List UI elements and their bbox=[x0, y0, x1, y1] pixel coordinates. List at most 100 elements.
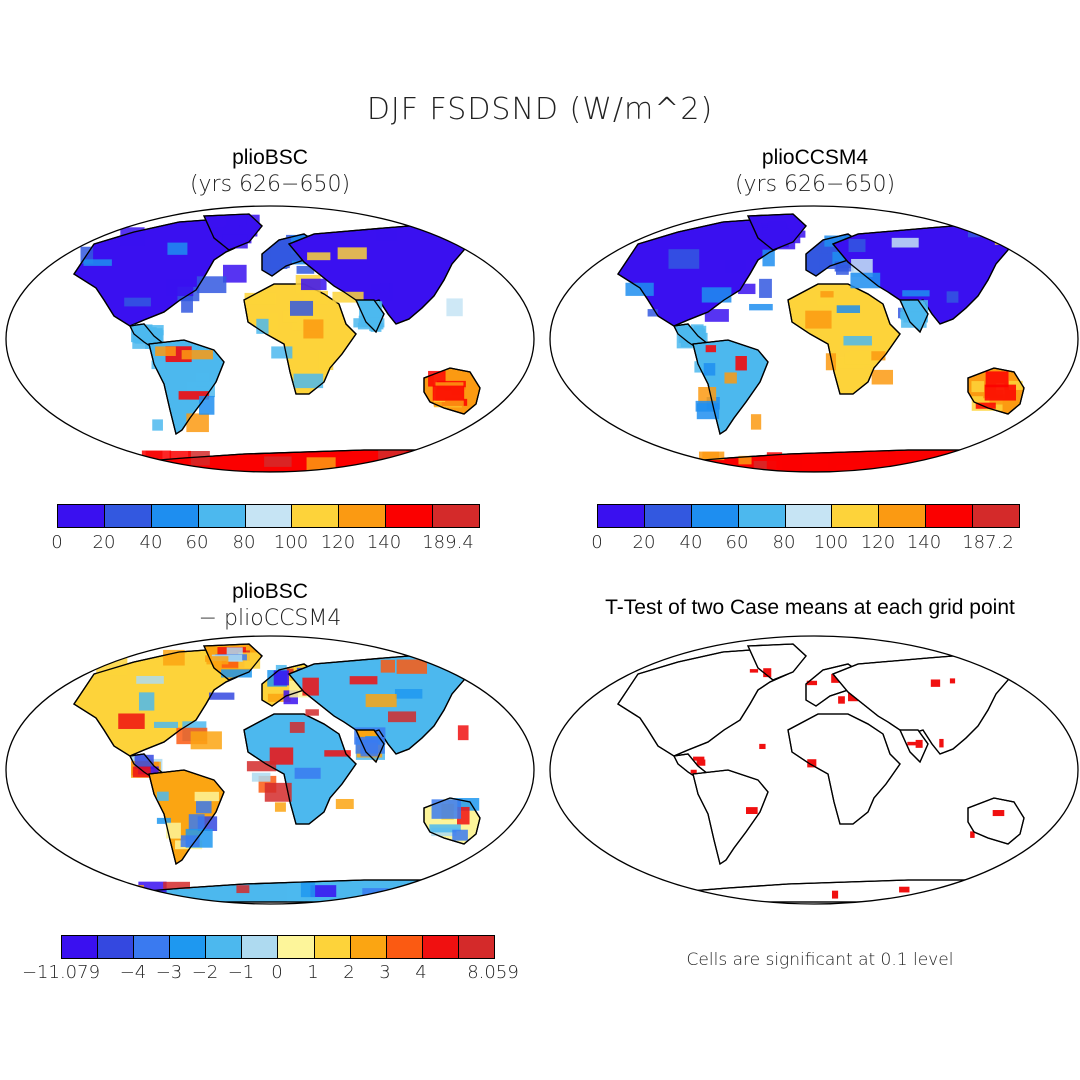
colorbar-difference-swatch bbox=[134, 936, 171, 958]
field-patch bbox=[120, 227, 145, 246]
colorbar-plioBSC-swatch bbox=[386, 505, 434, 527]
significant-cell bbox=[949, 678, 956, 684]
field-patch bbox=[759, 278, 772, 298]
field-patch bbox=[836, 305, 861, 313]
field-patch bbox=[274, 802, 286, 812]
field-patch bbox=[805, 310, 832, 329]
colorbar-difference-tick-label: −4 bbox=[119, 962, 147, 983]
field-patch bbox=[370, 313, 382, 332]
colorbar-difference-tick-label: 8.059 bbox=[467, 962, 519, 983]
field-patch bbox=[834, 261, 854, 272]
field-patch bbox=[380, 659, 395, 673]
coastline-sa bbox=[692, 769, 769, 866]
colorbar-plioBSC-swatch bbox=[58, 505, 105, 527]
field-patch bbox=[668, 249, 700, 269]
colorbar-plioCCSM4-tick-label: 60 bbox=[725, 532, 749, 553]
field-patch bbox=[701, 287, 732, 303]
field-patch bbox=[975, 402, 996, 409]
colorbar-plioBSC-swatch bbox=[151, 505, 199, 527]
field-patch bbox=[994, 228, 1010, 245]
colorbar-plioBSC-tick-label: 120 bbox=[320, 532, 356, 553]
significant-cell bbox=[970, 831, 975, 838]
significant-cell bbox=[848, 693, 859, 702]
coastline-af bbox=[787, 713, 901, 825]
field-patch bbox=[289, 722, 305, 733]
figure-title: DJF FSDSND (W/m^2) bbox=[366, 92, 714, 127]
field-patch bbox=[190, 731, 222, 750]
significant-cell bbox=[690, 769, 697, 774]
colorbar-plioBSC-swatch bbox=[104, 505, 152, 527]
colorbar-plioCCSM4-tick-label: 120 bbox=[860, 532, 896, 553]
coastline-au bbox=[967, 797, 1025, 845]
field-patch bbox=[236, 885, 250, 894]
field-patch bbox=[138, 692, 155, 711]
field-patch bbox=[394, 689, 423, 699]
field-patch bbox=[167, 242, 188, 255]
coastline-na bbox=[617, 217, 799, 327]
colorbar-plioBSC-swatch bbox=[433, 505, 480, 527]
colorbar-plioBSC-tick-label: 189.4 bbox=[422, 532, 474, 553]
panel-bl-subtitle: − plioCCSM4 bbox=[198, 606, 342, 631]
colorbar-plioBSC-swatch bbox=[292, 505, 340, 527]
field-patch bbox=[273, 670, 289, 686]
coastline-na bbox=[617, 647, 799, 757]
field-patch bbox=[153, 721, 179, 728]
panel-tl-title: plioBSC bbox=[232, 146, 308, 169]
field-patch bbox=[271, 346, 293, 359]
field-patch bbox=[753, 460, 777, 471]
field-patch bbox=[820, 291, 834, 298]
field-patch bbox=[750, 414, 762, 430]
field-patch bbox=[735, 356, 747, 371]
colorbar-difference-swatch bbox=[458, 936, 494, 958]
field-patch bbox=[698, 451, 725, 461]
field-patch bbox=[767, 221, 787, 233]
field-patch bbox=[195, 372, 210, 387]
colorbar-plioCCSM4-swatch bbox=[879, 505, 927, 527]
field-patch bbox=[156, 791, 169, 801]
panel-br-title: T-Test of two Case means at each grid po… bbox=[605, 596, 1015, 619]
coastline-ind bbox=[898, 729, 929, 764]
coastline-ind bbox=[898, 299, 929, 334]
field-patch bbox=[306, 457, 336, 471]
field-patch bbox=[307, 252, 331, 261]
colorbar-plioCCSM4-swatch bbox=[832, 505, 880, 527]
field-patch bbox=[296, 265, 315, 274]
field-patch bbox=[222, 264, 247, 283]
field-patch bbox=[749, 303, 773, 311]
field-patch bbox=[836, 465, 866, 472]
field-patch bbox=[304, 290, 328, 305]
field-patch bbox=[266, 312, 279, 332]
field-patch bbox=[251, 772, 271, 782]
coastline-sa bbox=[692, 339, 769, 436]
field-patch bbox=[365, 694, 397, 708]
field-patch bbox=[302, 677, 319, 696]
field-patch bbox=[199, 395, 215, 415]
significant-cell bbox=[907, 741, 918, 746]
field-patch bbox=[300, 882, 316, 898]
field-patch bbox=[301, 278, 327, 291]
colorbar-plioCCSM4-swatch bbox=[926, 505, 974, 527]
significant-cell bbox=[930, 679, 941, 687]
significant-cell bbox=[831, 890, 839, 899]
field-patch bbox=[349, 676, 378, 685]
field-patch bbox=[705, 345, 717, 353]
colorbar-difference-swatch bbox=[314, 936, 351, 958]
field-patch bbox=[136, 675, 164, 684]
field-patch bbox=[124, 297, 151, 307]
field-patch bbox=[844, 353, 871, 365]
map-difference bbox=[5, 635, 535, 905]
colorbar-difference-swatch bbox=[206, 936, 243, 958]
significant-cell bbox=[806, 680, 818, 686]
field-patch bbox=[332, 291, 364, 303]
field-patch bbox=[188, 814, 205, 831]
field-patch bbox=[825, 353, 837, 371]
colorbar-difference-tick-label: −2 bbox=[191, 962, 219, 983]
colorbar-plioBSC-tick-label: 80 bbox=[232, 532, 256, 553]
field-patch bbox=[305, 709, 319, 716]
field-patch bbox=[206, 656, 229, 665]
field-patch bbox=[902, 451, 913, 468]
colorbar-plioBSC-tick-label: 0 bbox=[51, 532, 63, 553]
field-patch bbox=[269, 747, 294, 765]
field-patch bbox=[134, 754, 154, 770]
colorbar-plioBSC-swatch bbox=[245, 505, 293, 527]
